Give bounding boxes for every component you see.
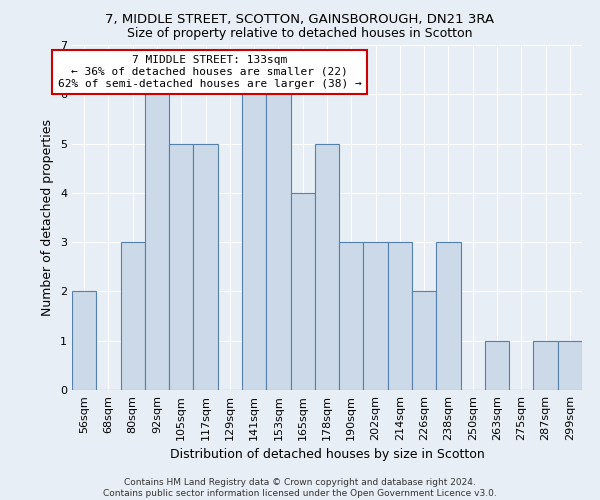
Bar	[485, 340, 509, 390]
Bar	[72, 292, 96, 390]
Bar	[558, 340, 582, 390]
Bar	[145, 94, 169, 390]
Text: 7 MIDDLE STREET: 133sqm
← 36% of detached houses are smaller (22)
62% of semi-de: 7 MIDDLE STREET: 133sqm ← 36% of detache…	[58, 56, 362, 88]
Bar	[290, 193, 315, 390]
Bar	[364, 242, 388, 390]
Bar	[388, 242, 412, 390]
Bar	[533, 340, 558, 390]
Text: Contains HM Land Registry data © Crown copyright and database right 2024.
Contai: Contains HM Land Registry data © Crown c…	[103, 478, 497, 498]
Bar	[266, 94, 290, 390]
Text: 7, MIDDLE STREET, SCOTTON, GAINSBOROUGH, DN21 3RA: 7, MIDDLE STREET, SCOTTON, GAINSBOROUGH,…	[106, 12, 494, 26]
Bar	[193, 144, 218, 390]
Bar	[169, 144, 193, 390]
Text: Size of property relative to detached houses in Scotton: Size of property relative to detached ho…	[127, 28, 473, 40]
Bar	[436, 242, 461, 390]
Bar	[315, 144, 339, 390]
Bar	[121, 242, 145, 390]
Bar	[412, 292, 436, 390]
Y-axis label: Number of detached properties: Number of detached properties	[41, 119, 55, 316]
X-axis label: Distribution of detached houses by size in Scotton: Distribution of detached houses by size …	[170, 448, 484, 462]
Bar	[242, 94, 266, 390]
Bar	[339, 242, 364, 390]
